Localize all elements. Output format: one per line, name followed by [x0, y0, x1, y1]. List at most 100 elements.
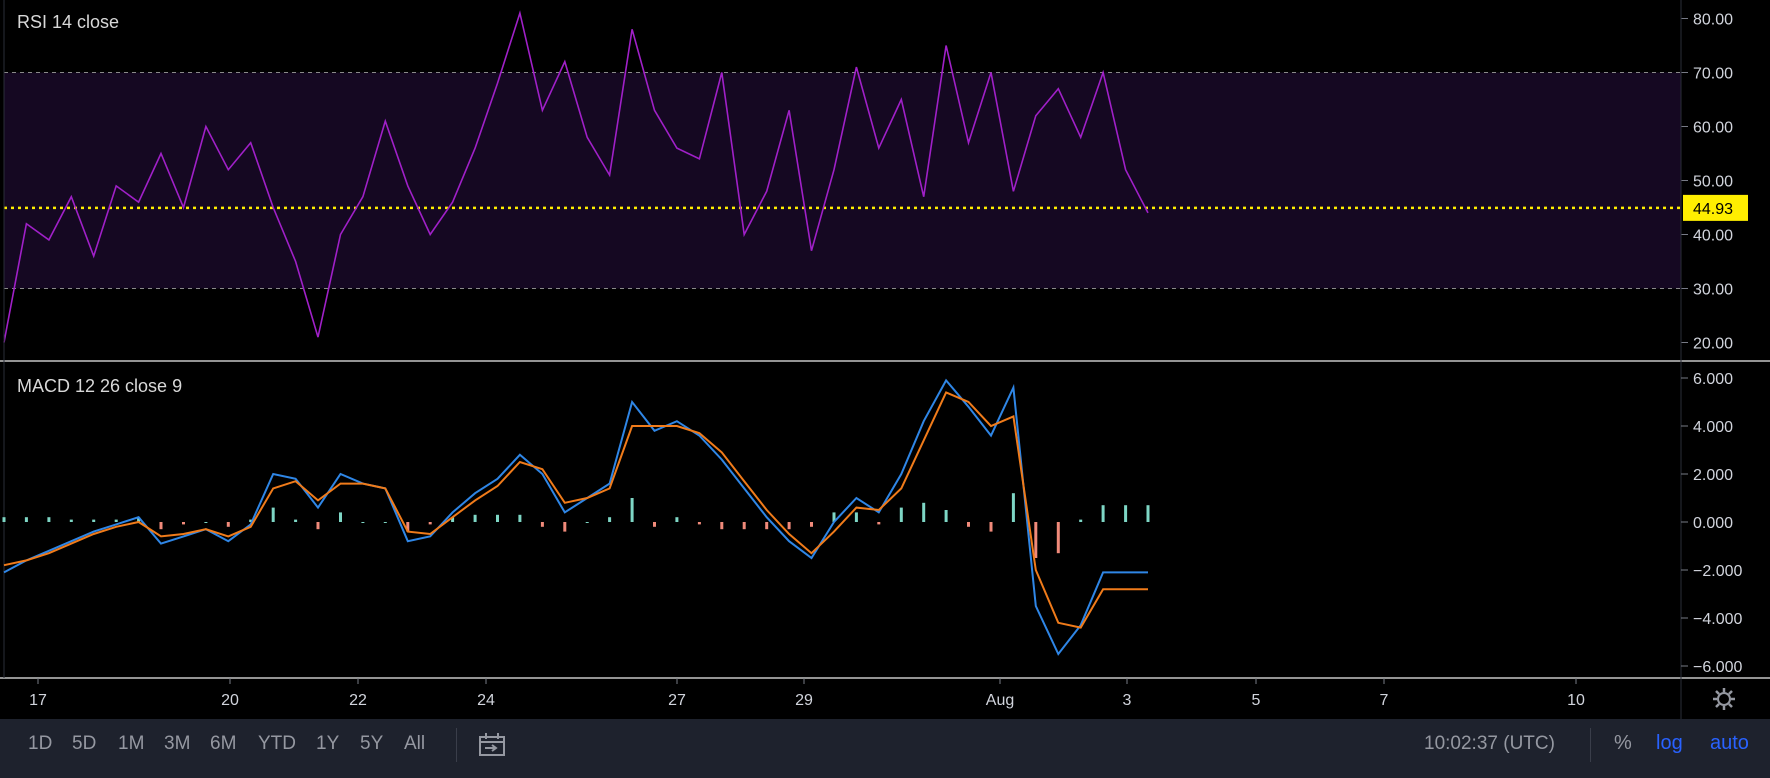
toolbar-divider	[1590, 728, 1591, 762]
macd-histogram-bar	[720, 522, 724, 530]
macd-histogram-bar	[697, 522, 701, 525]
rsi-line	[3, 10, 1149, 343]
macd-plot	[2, 378, 1150, 656]
macd-histogram-bar	[114, 519, 118, 522]
macd-histogram-bar	[473, 514, 477, 522]
macd-axis: 6.000 4.000 2.000 0.000 −2.000 −4.000 −6.000	[1681, 371, 1742, 676]
macd-histogram-bar	[922, 502, 926, 522]
rsi-band	[4, 72, 1681, 289]
macd-histogram-bar	[540, 522, 544, 527]
macd-histogram-bar	[226, 522, 230, 527]
auto-scale-button[interactable]: auto	[1710, 732, 1749, 754]
x-tick-label: 29	[795, 692, 813, 709]
macd-histogram-bar	[563, 522, 567, 532]
timeframe-6m-button[interactable]: 6M	[210, 733, 237, 754]
macd-histogram-bar	[24, 517, 28, 522]
timeframe-5y-button[interactable]: 5Y	[360, 733, 384, 754]
macd-histogram-bar	[742, 522, 746, 530]
x-tick-label: Aug	[986, 692, 1014, 709]
macd-histogram-bar	[1011, 493, 1015, 522]
macd-histogram-bar	[451, 517, 455, 522]
macd-histogram-bar	[832, 512, 836, 522]
macd-histogram-bar	[653, 522, 656, 527]
macd-histogram-bar	[608, 517, 612, 522]
timeframe-all-button[interactable]: All	[404, 733, 426, 754]
toolbar-divider	[456, 728, 457, 762]
macd-histogram-bar	[1056, 522, 1060, 554]
macd-histogram-bar	[294, 519, 298, 522]
macd-histogram-bar	[1079, 519, 1083, 522]
x-tick-label: 27	[668, 692, 686, 709]
rsi-tick-label: 20.00	[1693, 336, 1733, 353]
log-scale-button[interactable]: log	[1656, 732, 1683, 754]
rsi-axis: 80.00 70.00 60.00 50.00 40.00 30.00 20.00 44.93	[1681, 12, 1748, 353]
macd-tick-label: 4.000	[1693, 419, 1733, 436]
macd-histogram-bar	[383, 522, 387, 523]
macd-histogram-bar	[496, 514, 499, 522]
timeframe-1d-button[interactable]: 1D	[28, 733, 53, 754]
macd-tick-label: −4.000	[1693, 611, 1742, 628]
timeframe-1y-button[interactable]: 1Y	[316, 733, 340, 754]
macd-histogram-bar	[675, 517, 679, 522]
macd-histogram-bar	[428, 522, 432, 525]
x-axis: 17 20 22 24 27 29 Aug 3 5 7 10	[29, 678, 1585, 709]
rsi-tick-label: 80.00	[1693, 12, 1733, 29]
chart-svg: 80.00 70.00 60.00 50.00 40.00 30.00 20.00 44.93…	[0, 0, 1770, 719]
timeframe-5d-button[interactable]: 5D	[72, 733, 97, 754]
timeframe-1m-button[interactable]: 1M	[118, 733, 145, 754]
macd-histogram-bar	[47, 517, 51, 522]
timeframe-3m-button[interactable]: 3M	[164, 733, 191, 754]
macd-histogram-bar	[316, 522, 320, 530]
x-tick-label: 17	[29, 692, 47, 709]
macd-histogram-bar	[877, 522, 881, 525]
x-tick-label: 5	[1252, 692, 1261, 709]
macd-histogram-bar	[989, 522, 993, 532]
settings-gear-icon[interactable]	[1713, 688, 1735, 710]
x-tick-label: 24	[477, 692, 495, 709]
macd-histogram-bar	[339, 512, 342, 522]
rsi-plot	[3, 10, 1149, 343]
macd-histogram-bar	[899, 507, 903, 522]
macd-histogram-bar	[137, 517, 141, 522]
go-to-date-icon[interactable]	[478, 732, 506, 758]
bottom-toolbar	[0, 719, 1770, 778]
rsi-legend: RSI 14 close	[17, 12, 120, 32]
macd-histogram-bar	[204, 522, 208, 523]
x-tick-label: 22	[349, 692, 367, 709]
macd-histogram-bar	[361, 522, 365, 523]
x-tick-label: 7	[1380, 692, 1389, 709]
macd-histogram-bar	[810, 522, 813, 527]
macd-histogram-bar	[630, 498, 634, 522]
macd-tick-label: 6.000	[1693, 371, 1733, 388]
macd-histogram-bar	[944, 510, 948, 522]
rsi-current-value: 44.93	[1693, 201, 1733, 218]
rsi-current-badge	[1683, 194, 1748, 221]
macd-histogram-bar	[406, 522, 410, 532]
macd-legend: MACD 12 26 close 9	[17, 376, 183, 396]
macd-tick-label: −2.000	[1693, 563, 1742, 580]
macd-histogram-bar	[2, 517, 6, 522]
macd-tick-label: 2.000	[1693, 467, 1733, 484]
percent-scale-button[interactable]: %	[1614, 732, 1632, 754]
macd-histogram-bar	[249, 519, 253, 522]
macd-histogram-bar	[92, 519, 96, 522]
macd-histogram-bar	[1034, 522, 1038, 558]
macd-tick-label: 0.000	[1693, 515, 1733, 532]
rsi-tick-label: 30.00	[1693, 282, 1733, 299]
rsi-tick-label: 60.00	[1693, 120, 1733, 137]
macd-histogram-bar	[1124, 505, 1128, 522]
rsi-tick-label: 50.00	[1693, 174, 1733, 191]
macd-histogram-bar	[854, 512, 858, 522]
clock-display: 10:02:37 (UTC)	[1424, 733, 1555, 754]
x-tick-label: 3	[1123, 692, 1132, 709]
macd-histogram-bar	[518, 514, 522, 522]
macd-line	[3, 378, 1148, 656]
macd-histogram-bar	[159, 522, 163, 530]
x-tick-label: 20	[221, 692, 239, 709]
macd-histogram-bar	[787, 522, 791, 530]
macd-histogram-bar	[1146, 505, 1150, 522]
signal-line	[3, 391, 1148, 629]
rsi-tick-label: 40.00	[1693, 228, 1733, 245]
timeframe-ytd-button[interactable]: YTD	[258, 733, 296, 754]
